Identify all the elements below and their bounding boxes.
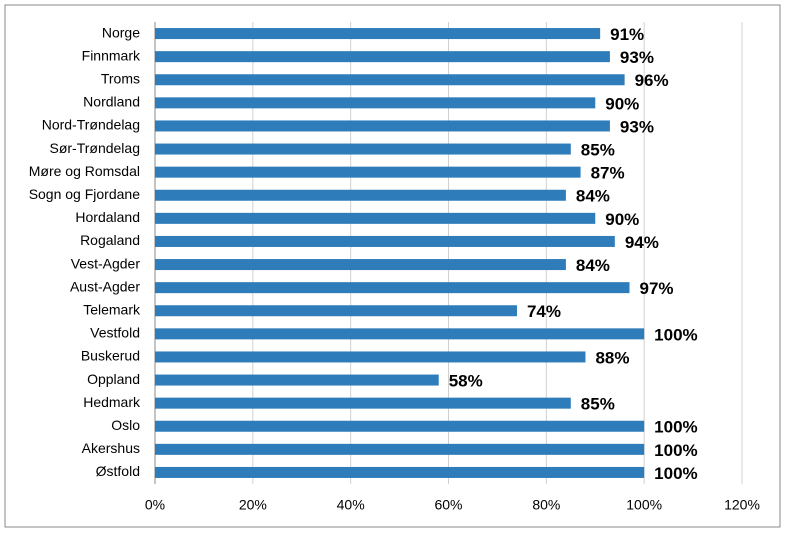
bar [155, 305, 517, 317]
bar [155, 74, 625, 86]
value-label: 90% [605, 94, 639, 113]
value-label: 96% [635, 71, 669, 90]
x-tick-label: 40% [337, 497, 365, 513]
y-tick-label: Østfold [96, 463, 140, 479]
value-label: 87% [591, 164, 625, 183]
bar [155, 282, 630, 294]
value-label: 100% [654, 464, 697, 483]
value-label: 100% [654, 441, 697, 460]
value-label: 97% [639, 279, 673, 298]
value-label: 85% [581, 141, 615, 160]
y-tick-label: Vestfold [90, 325, 140, 341]
y-tick-label: Telemark [83, 301, 141, 317]
y-tick-label: Norge [102, 24, 140, 40]
value-label: 84% [576, 256, 610, 275]
y-tick-label: Møre og Romsdal [29, 163, 140, 179]
bar [155, 166, 581, 178]
bar [155, 120, 610, 132]
value-label: 91% [610, 25, 644, 44]
y-tick-label: Akershus [82, 440, 140, 456]
x-tick-label: 20% [239, 497, 267, 513]
bar [155, 143, 571, 155]
bar [155, 466, 645, 478]
y-tick-label: Sør-Trøndelag [49, 140, 140, 156]
bar [155, 51, 610, 63]
value-label: 90% [605, 210, 639, 229]
value-label: 100% [654, 418, 697, 437]
value-label: 84% [576, 187, 610, 206]
bar [155, 420, 645, 432]
y-tick-label: Buskerud [81, 348, 140, 364]
bar [155, 374, 439, 386]
value-label: 100% [654, 325, 697, 344]
bar [155, 97, 596, 109]
y-tick-label: Rogaland [80, 232, 140, 248]
y-tick-label: Hordaland [75, 209, 140, 225]
y-tick-label: Sogn og Fjordane [29, 186, 141, 202]
value-label: 74% [527, 302, 561, 321]
y-tick-label: Hedmark [83, 394, 141, 410]
x-tick-label: 60% [434, 497, 462, 513]
value-label: 58% [449, 372, 483, 391]
bar [155, 443, 645, 455]
y-tick-label: Troms [101, 70, 140, 86]
value-label: 88% [595, 348, 629, 367]
y-tick-label: Vest-Agder [71, 255, 141, 271]
value-label: 85% [581, 395, 615, 414]
y-tick-label: Nord-Trøndelag [42, 117, 140, 133]
bar [155, 351, 586, 363]
bar [155, 259, 566, 271]
x-tick-label: 0% [145, 497, 165, 513]
y-tick-label: Nordland [83, 94, 140, 110]
bar [155, 397, 571, 409]
y-tick-label: Aust-Agder [70, 278, 140, 294]
bar [155, 212, 596, 224]
y-tick-label: Oslo [111, 417, 140, 433]
value-label: 93% [620, 117, 654, 136]
x-tick-label: 120% [724, 497, 760, 513]
x-tick-label: 80% [532, 497, 560, 513]
value-label: 94% [625, 233, 659, 252]
bar [155, 328, 645, 340]
y-tick-label: Finnmark [82, 47, 141, 63]
bar [155, 28, 601, 40]
value-label: 93% [620, 48, 654, 67]
bar [155, 235, 615, 247]
x-tick-label: 100% [626, 497, 662, 513]
y-tick-label: Oppland [87, 371, 140, 387]
bar [155, 189, 566, 201]
